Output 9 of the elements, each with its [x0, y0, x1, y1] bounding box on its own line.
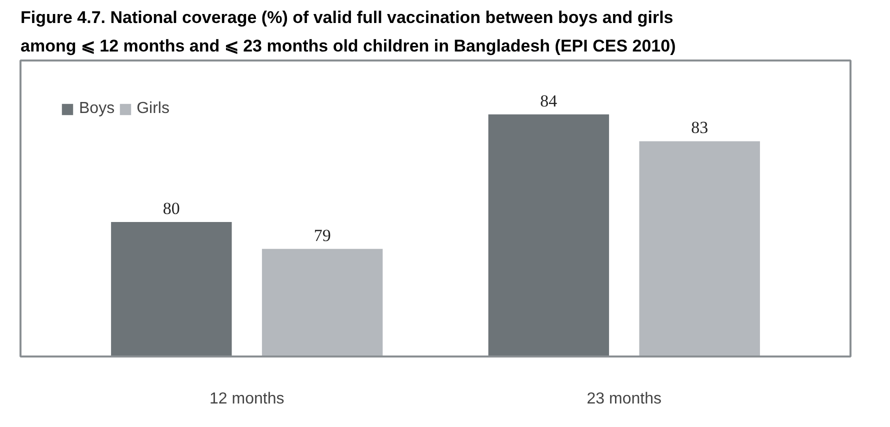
- data-label: 84: [540, 91, 558, 110]
- data-label: 80: [162, 198, 180, 218]
- data-label: 79: [314, 226, 331, 245]
- x-tick-label: 23 months: [586, 390, 662, 408]
- chart-title: Figure 4.7. National coverage (%) of valid full vaccination between boys and girls among ⩽ 12 months and ⩽ 23 months old children in Bangladesh (EPI CES 2010): [20, 8, 676, 56]
- legend-label: Boys: [79, 100, 115, 118]
- x-tick-label: 12 months: [210, 390, 284, 408]
- data-label: 83: [691, 118, 708, 138]
- legend-label: Girls: [136, 100, 170, 118]
